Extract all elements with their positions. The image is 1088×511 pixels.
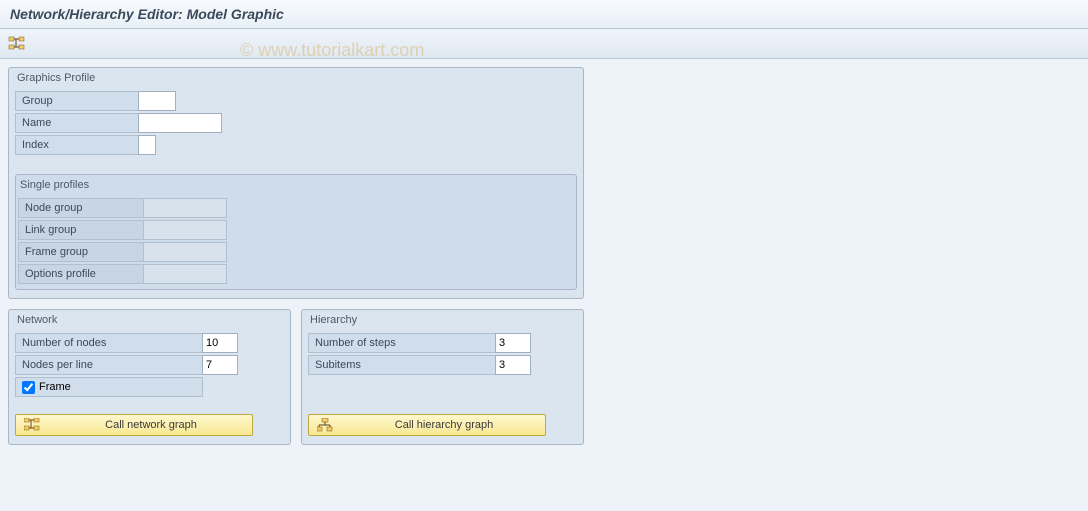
subitems-input[interactable] (495, 355, 531, 375)
node-group-row: Node group (16, 197, 576, 219)
name-input[interactable] (138, 113, 222, 133)
index-row: Index (9, 134, 583, 156)
index-input[interactable] (138, 135, 156, 155)
index-label: Index (15, 135, 139, 155)
options-profile-input (143, 264, 227, 284)
graphics-profile-panel: Graphics Profile Group Name Index Single… (8, 67, 584, 299)
frame-group-input (143, 242, 227, 262)
toolbar (0, 29, 1088, 59)
window-title: Network/Hierarchy Editor: Model Graphic (0, 0, 1088, 29)
num-nodes-row: Number of nodes (9, 332, 290, 354)
bottom-row: Network Number of nodes Nodes per line F… (8, 309, 1080, 445)
frame-group-label: Frame group (18, 242, 144, 262)
node-group-input (143, 198, 227, 218)
network-graph-icon (24, 418, 40, 432)
frame-group-row: Frame group (16, 241, 576, 263)
num-steps-label: Number of steps (308, 333, 496, 353)
hierarchy-icon[interactable] (8, 36, 26, 52)
group-label: Group (15, 91, 139, 111)
nodes-per-line-input[interactable] (202, 355, 238, 375)
frame-checkbox-label: Frame (39, 381, 71, 393)
frame-checkbox-row: Frame (9, 376, 290, 398)
nodes-per-line-row: Nodes per line (9, 354, 290, 376)
hierarchy-spacer (302, 376, 583, 398)
frame-checkbox[interactable] (22, 381, 35, 394)
num-nodes-input[interactable] (202, 333, 238, 353)
hierarchy-title: Hierarchy (302, 310, 583, 332)
call-hierarchy-graph-button[interactable]: Call hierarchy graph (308, 414, 546, 436)
link-group-row: Link group (16, 219, 576, 241)
network-panel: Network Number of nodes Nodes per line F… (8, 309, 291, 445)
options-profile-row: Options profile (16, 263, 576, 285)
network-title: Network (9, 310, 290, 332)
nodes-per-line-label: Nodes per line (15, 355, 203, 375)
num-nodes-label: Number of nodes (15, 333, 203, 353)
content-area: Graphics Profile Group Name Index Single… (0, 59, 1088, 511)
link-group-label: Link group (18, 220, 144, 240)
subitems-label: Subitems (308, 355, 496, 375)
frame-checkbox-container[interactable]: Frame (15, 377, 203, 397)
num-steps-row: Number of steps (302, 332, 583, 354)
hierarchy-panel: Hierarchy Number of steps Subitems (301, 309, 584, 445)
name-label: Name (15, 113, 139, 133)
hierarchy-graph-icon (317, 418, 333, 432)
single-profiles-panel: Single profiles Node group Link group Fr… (15, 174, 577, 290)
call-network-graph-label: Call network graph (58, 419, 244, 431)
num-steps-input[interactable] (495, 333, 531, 353)
call-hierarchy-graph-label: Call hierarchy graph (351, 419, 537, 431)
graphics-profile-title: Graphics Profile (9, 68, 583, 90)
subitems-row: Subitems (302, 354, 583, 376)
node-group-label: Node group (18, 198, 144, 218)
call-network-graph-button[interactable]: Call network graph (15, 414, 253, 436)
name-row: Name (9, 112, 583, 134)
single-profiles-title: Single profiles (16, 175, 576, 197)
options-profile-label: Options profile (18, 264, 144, 284)
group-input[interactable] (138, 91, 176, 111)
group-row: Group (9, 90, 583, 112)
link-group-input (143, 220, 227, 240)
